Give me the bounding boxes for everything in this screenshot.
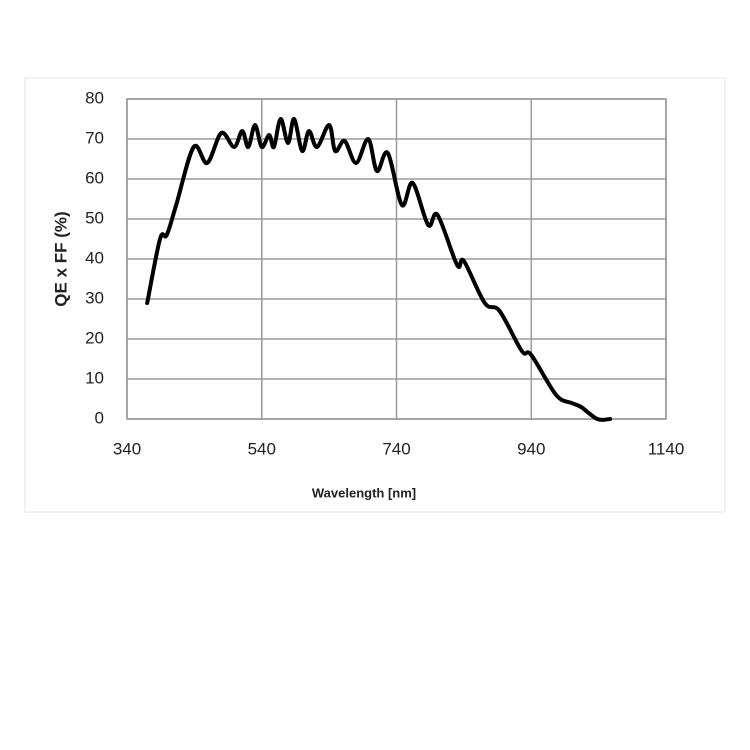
x-tick-label: 940 — [517, 439, 545, 458]
x-tick-label: 740 — [382, 439, 410, 458]
y-tick-label: 40 — [85, 248, 104, 267]
y-tick-label: 70 — [85, 128, 104, 147]
plot-border — [126, 98, 667, 420]
y-tick-label: 30 — [85, 288, 104, 307]
y-tick-label: 0 — [95, 408, 104, 427]
chart-frame — [24, 77, 726, 513]
x-axis-label: Wavelength [nm] — [312, 485, 416, 500]
y-tick-label: 50 — [85, 208, 104, 227]
x-tick-label: 340 — [113, 439, 141, 458]
y-tick-label: 60 — [85, 168, 104, 187]
x-tick-label: 540 — [248, 439, 276, 458]
y-tick-label: 80 — [85, 88, 104, 107]
y-axis-label: QE x FF (%) — [51, 211, 70, 306]
y-tick-label: 20 — [85, 328, 104, 347]
y-tick-label: 10 — [85, 368, 104, 387]
x-tick-label: 1140 — [648, 439, 685, 458]
data-line — [145, 116, 613, 422]
